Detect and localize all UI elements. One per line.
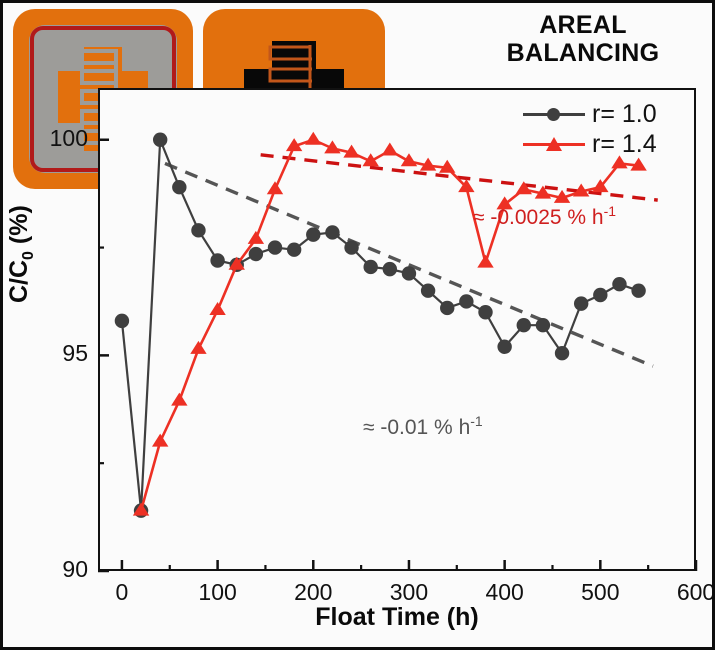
legend-marker-triangle-icon — [523, 133, 585, 155]
plot-area — [98, 88, 696, 571]
x-tick-label: 200 — [294, 579, 333, 605]
legend-label-r2: r= 1.4 — [592, 129, 657, 158]
chart-canvas — [98, 131, 698, 573]
x-tick-label: 500 — [581, 579, 620, 605]
red-slope-annotation: ≈ -0.0025 % h-1 — [473, 203, 616, 230]
x-tick-label: 100 — [198, 579, 237, 605]
figure-title: AREAL BALANCING — [458, 11, 708, 67]
gray-slope-exponent: -1 — [470, 413, 483, 429]
x-axis-label: Float Time (h) — [315, 603, 479, 631]
gray-slope-annotation: ≈ -0.01 % h-1 — [363, 413, 483, 440]
gray-slope-text: ≈ -0.01 % h — [363, 416, 471, 439]
red-slope-text: ≈ -0.0025 % h — [473, 206, 604, 229]
x-tick-label: 600 — [676, 579, 715, 605]
legend-label-r1: r= 1.0 — [592, 99, 657, 128]
y-tick-label: 95 — [62, 340, 88, 367]
x-tick-label: 0 — [115, 579, 129, 605]
y-tick-label: 100 — [49, 124, 88, 151]
y-axis-label: C/C0 (%) — [5, 205, 37, 303]
legend-item-r2: r= 1.4 — [523, 129, 683, 159]
legend-marker-circle-icon — [523, 103, 585, 125]
x-tick-label: 400 — [485, 579, 524, 605]
title-line-1: AREAL — [539, 11, 627, 39]
title-line-2: BALANCING — [506, 39, 660, 67]
x-tick-label: 300 — [389, 579, 429, 605]
legend-item-r1: r= 1.0 — [523, 99, 683, 129]
red-slope-exponent: -1 — [603, 203, 617, 219]
y-tick-label: 90 — [62, 556, 88, 582]
chart-legend: r= 1.0 r= 1.4 — [523, 99, 683, 159]
